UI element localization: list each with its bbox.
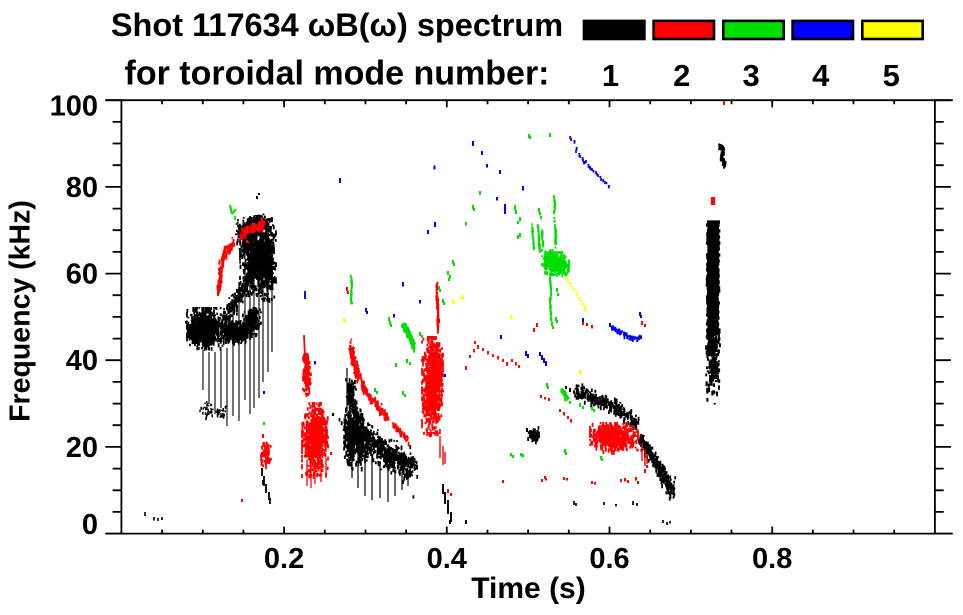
svg-text:1: 1	[602, 58, 619, 93]
svg-text:4: 4	[812, 58, 830, 93]
svg-text:0.6: 0.6	[589, 543, 629, 575]
svg-text:0: 0	[82, 509, 98, 541]
svg-text:3: 3	[742, 58, 759, 93]
svg-text:0.8: 0.8	[752, 543, 792, 575]
svg-text:5: 5	[883, 58, 900, 93]
svg-text:80: 80	[66, 172, 98, 204]
svg-text:0.4: 0.4	[427, 543, 467, 575]
svg-text:0.2: 0.2	[264, 543, 304, 575]
svg-text:100: 100	[50, 91, 98, 123]
svg-text:Frequency (kHz): Frequency (kHz)	[5, 200, 37, 422]
svg-text:60: 60	[66, 259, 98, 291]
svg-text:40: 40	[66, 345, 98, 377]
svg-text:for toroidal mode number:: for toroidal mode number:	[125, 55, 550, 93]
svg-text:2: 2	[673, 58, 690, 93]
svg-text:20: 20	[66, 432, 98, 464]
svg-text:Shot 117634 ωB(ω) spectrum: Shot 117634 ωB(ω) spectrum	[111, 7, 563, 43]
svg-text:Time (s): Time (s)	[471, 572, 585, 605]
